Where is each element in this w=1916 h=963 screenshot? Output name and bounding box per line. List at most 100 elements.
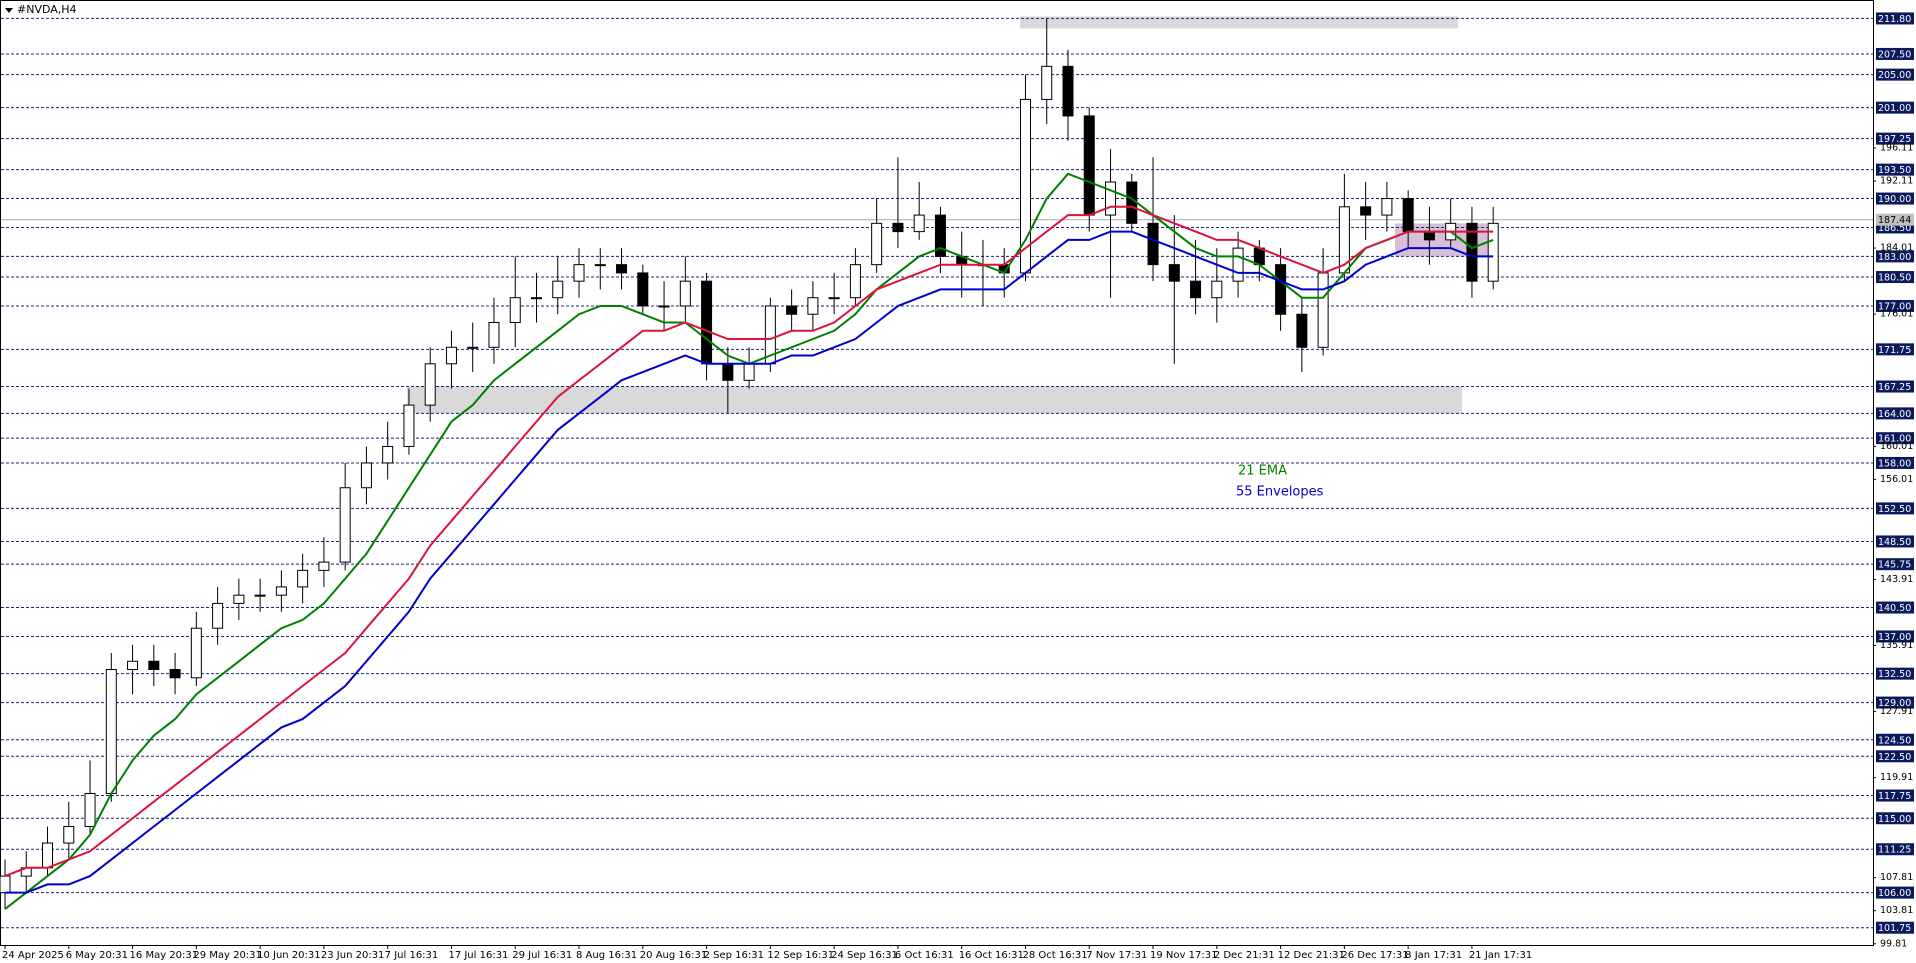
candle-body — [1423, 231, 1435, 241]
level-label: 190.00 — [1878, 194, 1911, 205]
level-label-box — [1876, 843, 1914, 856]
candle-body — [786, 305, 798, 315]
level-label-box — [1876, 558, 1914, 571]
candle-body — [105, 669, 117, 794]
level-label-box — [1876, 696, 1914, 709]
y-tick-label: 176.01 — [1880, 309, 1913, 320]
level-label-box — [1876, 789, 1914, 802]
level-label: 167.25 — [1878, 382, 1911, 393]
level-label: 124.50 — [1878, 735, 1911, 746]
candle-body — [637, 272, 649, 307]
candle-body — [127, 660, 139, 671]
level-label-box — [1876, 12, 1914, 25]
candle-body — [382, 445, 394, 464]
level-label: 164.00 — [1878, 409, 1911, 420]
level-label: 111.25 — [1878, 845, 1911, 856]
level-label: 180.50 — [1878, 273, 1911, 284]
y-tick-label: 99.81 — [1880, 938, 1907, 949]
candle-body — [849, 264, 861, 299]
candle-body — [1360, 206, 1372, 216]
candle-body — [1466, 222, 1478, 282]
candle-body — [1190, 280, 1202, 299]
candle-body — [1296, 313, 1308, 348]
candle-body — [828, 297, 840, 300]
level-label-box — [1876, 132, 1914, 145]
x-tick-label: 24 Apr 2025 — [2, 950, 64, 961]
x-tick-label: 29 May 20:31 — [193, 950, 262, 961]
candle-body — [743, 363, 755, 381]
level-label-box — [1876, 68, 1914, 81]
candle-body — [594, 264, 606, 267]
level-label: 137.00 — [1878, 632, 1911, 643]
candle-body — [1402, 198, 1414, 233]
level-label: 129.00 — [1878, 698, 1911, 709]
level-label-box — [1876, 192, 1914, 205]
candle-body — [934, 214, 946, 257]
level-label-box — [1876, 271, 1914, 284]
indicator-line — [4, 205, 1494, 878]
level-label: 117.75 — [1878, 791, 1911, 802]
x-tick-label: 21 Jan 17:31 — [1469, 950, 1532, 961]
y-tick-label: 160.01 — [1880, 441, 1913, 452]
level-label: 207.50 — [1878, 49, 1911, 60]
x-tick-label: 12 Sep 16:31 — [767, 950, 834, 961]
chart-title: #NVDA,H4 — [17, 3, 77, 16]
candle-body — [871, 222, 883, 266]
candle-body — [169, 669, 181, 679]
candle-body — [445, 346, 457, 365]
candle-body — [1062, 65, 1074, 117]
level-label: 193.50 — [1878, 165, 1911, 176]
candle-body — [42, 842, 54, 869]
candle-body — [1168, 264, 1180, 282]
x-tick-label: 2 Sep 16:31 — [704, 950, 764, 961]
y-tick-label: 107.81 — [1880, 872, 1913, 883]
candle-body — [1487, 222, 1499, 282]
x-tick-label: 6 Oct 16:31 — [895, 950, 954, 961]
candle-body — [1253, 247, 1265, 266]
candle-body — [63, 826, 75, 844]
level-label: 145.75 — [1878, 560, 1911, 571]
ema-annotation: 21 EMA — [1238, 464, 1287, 479]
candle-body — [616, 264, 628, 274]
candle-body — [360, 462, 372, 489]
menu-arrow — [5, 8, 13, 13]
candle-body — [84, 792, 96, 828]
candle-body — [1041, 65, 1053, 100]
level-label-box — [1876, 921, 1914, 934]
level-label-box — [1876, 250, 1914, 263]
level-label-box — [1876, 432, 1914, 445]
level-label: 177.00 — [1878, 301, 1911, 312]
level-label: 186.50 — [1878, 223, 1911, 234]
y-tick-label: 156.01 — [1880, 474, 1913, 485]
y-tick-label: 192.11 — [1880, 176, 1913, 187]
level-label-box — [1876, 886, 1914, 899]
x-tick-label: 16 May 20:31 — [130, 950, 199, 961]
level-label-box — [1876, 299, 1914, 312]
level-label-box — [1876, 101, 1914, 114]
x-tick-label: 29 Jul 16:31 — [512, 950, 572, 961]
candle-body — [1211, 280, 1223, 299]
x-tick-label: 6 May 20:31 — [66, 950, 128, 961]
level-label: 171.75 — [1878, 345, 1911, 356]
candle-body — [807, 297, 819, 315]
candle-body — [254, 594, 266, 597]
candle-body — [148, 660, 160, 671]
x-tick-label: 28 Oct 16:31 — [1022, 950, 1087, 961]
candle-body — [297, 569, 309, 588]
candle-body — [0, 875, 11, 894]
level-label-box — [1876, 47, 1914, 60]
level-label-box — [1876, 667, 1914, 680]
candle-body — [467, 346, 479, 349]
level-label-box — [1876, 812, 1914, 825]
candle-body — [488, 321, 500, 348]
x-tick-label: 10 Jun 20:31 — [257, 950, 321, 961]
last-price-label: 187.44 — [1878, 215, 1911, 226]
level-label-box — [1876, 601, 1914, 614]
level-label-box — [1876, 535, 1914, 548]
x-tick-label: 26 Dec 17:31 — [1341, 950, 1408, 961]
level-label: 205.00 — [1878, 70, 1911, 81]
candle-body — [1126, 181, 1138, 224]
level-label-box — [1876, 407, 1914, 420]
